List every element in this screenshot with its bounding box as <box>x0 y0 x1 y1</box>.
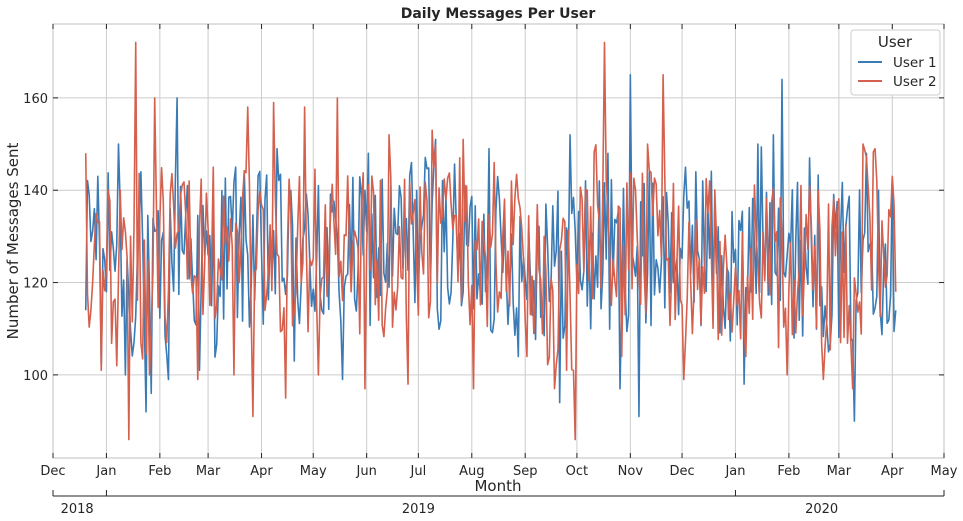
x-tick-label: Nov <box>618 464 644 479</box>
y-tick-label: 120 <box>23 277 48 292</box>
x-tick-label: Jan <box>95 464 116 479</box>
legend-label-user-1: User 1 <box>893 55 937 71</box>
x-tick-label: Jul <box>410 464 427 479</box>
y-tick-label: 100 <box>23 369 48 384</box>
x-tick-label: Feb <box>777 464 800 479</box>
y-tick-label: 160 <box>23 92 48 107</box>
year-label: 2020 <box>805 502 838 517</box>
series-line-user-1 <box>84 73 897 422</box>
x-tick-label: Jan <box>724 464 745 479</box>
x-tick-label: Oct <box>566 464 588 479</box>
chart-title: Daily Messages Per User <box>401 6 596 22</box>
year-label: 2019 <box>402 502 435 517</box>
x-tick-label: Mar <box>827 464 852 479</box>
y-axis: 100 120 140 160 <box>23 92 944 384</box>
x-tick-label: Jun <box>356 464 377 479</box>
legend-box <box>850 29 941 96</box>
series-line-user-2 <box>84 41 897 441</box>
x-tick-label: May <box>931 464 958 479</box>
x-axis-title: Month <box>474 477 521 495</box>
plot-area-frame <box>52 23 945 459</box>
year-label: 2018 <box>61 502 94 517</box>
y-tick-label: 140 <box>23 184 48 199</box>
x-tick-label: Sep <box>513 464 538 479</box>
x-tick-label: Dec <box>40 464 65 479</box>
x-tick-label: Apr <box>881 464 904 479</box>
legend: User User 1 User 2 <box>850 29 941 96</box>
x-axis: Dec Jan Feb Mar Apr May Jun Jul Aug Sep Oct Nov Dec J… <box>40 24 958 479</box>
x-tick-label: Apr <box>250 464 273 479</box>
y-axis-title: Number of Messages Sent <box>4 143 22 340</box>
x-tick-label: Feb <box>148 464 171 479</box>
legend-label-user-2: User 2 <box>893 74 937 90</box>
year-axis: 2018 2019 2020 <box>52 490 945 517</box>
x-tick-label: Mar <box>196 464 221 479</box>
series-layer <box>84 41 897 441</box>
legend-title: User <box>878 33 913 51</box>
x-tick-label: Aug <box>459 464 484 479</box>
x-tick-label: May <box>300 464 327 479</box>
x-tick-label: Dec <box>669 464 694 479</box>
